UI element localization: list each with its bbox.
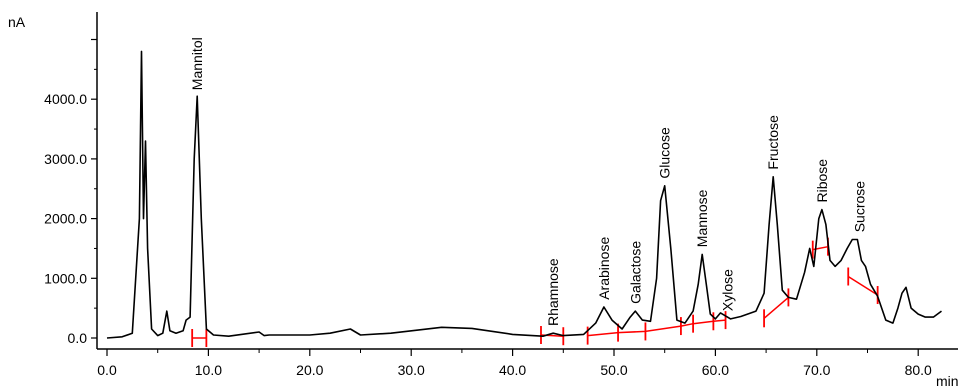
x-tick-label: 40.0	[499, 362, 526, 378]
x-tick-label: 50.0	[600, 362, 627, 378]
baseline-segment	[587, 319, 726, 337]
x-tick-label: 0.0	[97, 362, 117, 378]
baseline-segment	[763, 296, 789, 319]
x-axis-unit-label: min	[936, 373, 959, 387]
y-tick-label: 0.0	[68, 330, 88, 346]
x-tick-label: 10.0	[195, 362, 222, 378]
peak-label: Ribose	[814, 159, 830, 203]
y-tick-label: 1000.0	[44, 270, 87, 286]
x-tick-label: 20.0	[296, 362, 323, 378]
y-tick-label: 2000.0	[44, 211, 87, 227]
y-tick-label: 3000.0	[44, 151, 87, 167]
peak-label: Mannitol	[189, 37, 205, 90]
axes: 0.0 1000.0 2000.0 3000.0 4000.0 0.0 10.0 20.0 30…	[44, 12, 958, 378]
x-tick-label: 60.0	[702, 362, 729, 378]
peak-label: Mannose	[694, 189, 710, 247]
x-tick-label: 30.0	[398, 362, 425, 378]
x-tick-label: 70.0	[803, 362, 830, 378]
peak-label: Rhamnose	[545, 258, 561, 326]
baseline-segment	[847, 275, 878, 296]
integration-baselines	[191, 237, 879, 347]
y-axis-unit-label: nA	[8, 14, 26, 30]
chromatogram-trace	[106, 50, 942, 339]
peak-label: Glucose	[657, 127, 673, 179]
y-tick-label: 4000.0	[44, 91, 87, 107]
peak-label: Fructose	[765, 115, 781, 170]
peak-label: Arabinose	[596, 237, 612, 300]
peak-label: Galactose	[627, 241, 643, 304]
x-tick-label: 80.0	[905, 362, 932, 378]
peak-labels: Mannitol Rhamnose Arabinose Galactose Glucos…	[189, 37, 867, 326]
peak-label: Xylose	[720, 269, 736, 311]
peak-label: Sucrose	[851, 181, 867, 233]
